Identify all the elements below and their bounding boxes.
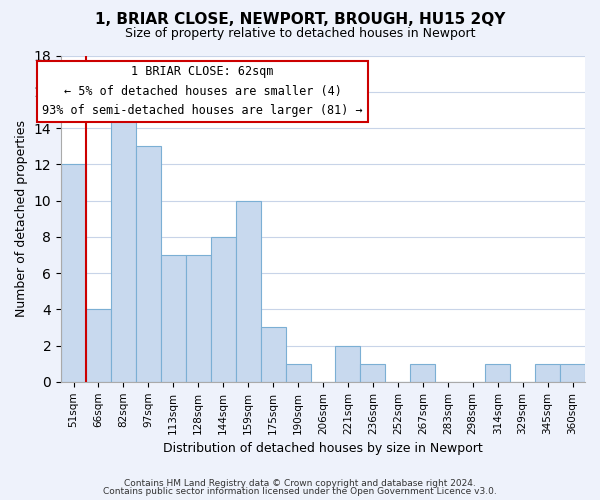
- Bar: [161, 255, 186, 382]
- Bar: [410, 364, 435, 382]
- Text: Contains HM Land Registry data © Crown copyright and database right 2024.: Contains HM Land Registry data © Crown c…: [124, 478, 476, 488]
- Bar: [485, 364, 510, 382]
- Bar: [211, 237, 236, 382]
- X-axis label: Distribution of detached houses by size in Newport: Distribution of detached houses by size …: [163, 442, 483, 455]
- Bar: [61, 164, 86, 382]
- Y-axis label: Number of detached properties: Number of detached properties: [15, 120, 28, 317]
- Bar: [186, 255, 211, 382]
- Bar: [286, 364, 311, 382]
- Text: Contains public sector information licensed under the Open Government Licence v3: Contains public sector information licen…: [103, 487, 497, 496]
- Bar: [560, 364, 585, 382]
- Bar: [111, 110, 136, 382]
- Bar: [136, 146, 161, 382]
- Text: 1 BRIAR CLOSE: 62sqm
← 5% of detached houses are smaller (4)
93% of semi-detache: 1 BRIAR CLOSE: 62sqm ← 5% of detached ho…: [42, 66, 363, 118]
- Bar: [260, 328, 286, 382]
- Bar: [236, 200, 260, 382]
- Text: 1, BRIAR CLOSE, NEWPORT, BROUGH, HU15 2QY: 1, BRIAR CLOSE, NEWPORT, BROUGH, HU15 2Q…: [95, 12, 505, 28]
- Bar: [361, 364, 385, 382]
- Bar: [535, 364, 560, 382]
- Bar: [335, 346, 361, 382]
- Text: Size of property relative to detached houses in Newport: Size of property relative to detached ho…: [125, 28, 475, 40]
- Bar: [86, 310, 111, 382]
